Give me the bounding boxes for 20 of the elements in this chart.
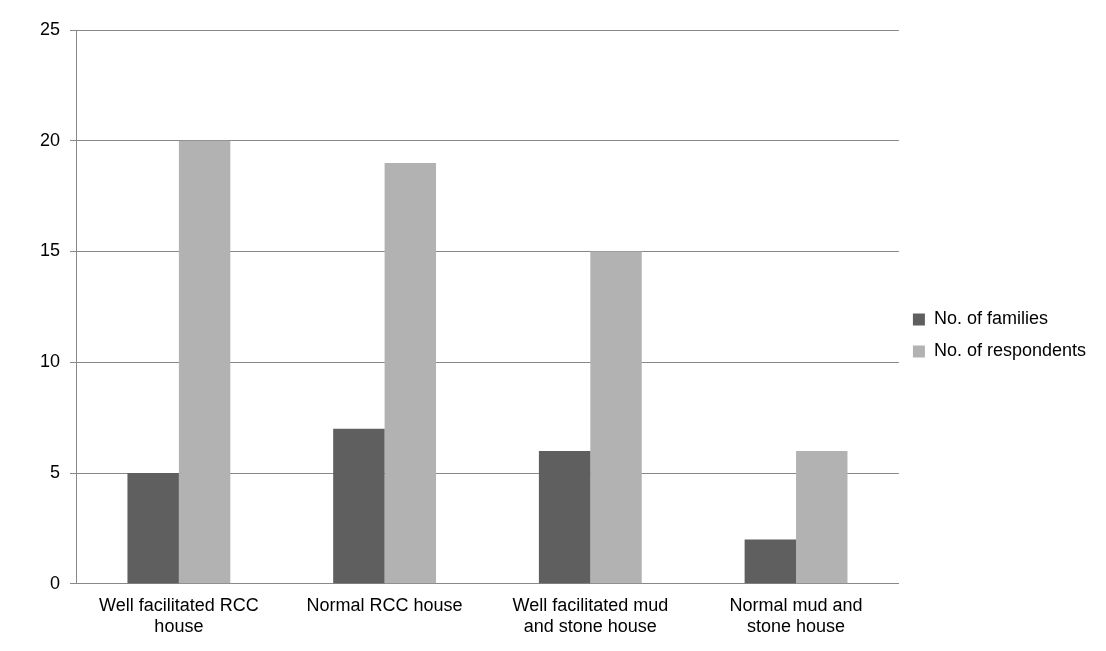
bar	[590, 251, 642, 584]
bar	[796, 450, 848, 584]
y-tick-label: 25	[39, 18, 61, 39]
x-tick-label: Normal RCC house	[306, 594, 463, 615]
legend-label: No. of families	[933, 308, 1048, 329]
y-tick-label: 0	[50, 572, 61, 593]
bar	[538, 450, 591, 584]
y-tick-label: 20	[39, 129, 61, 150]
y-tick-label: 5	[50, 462, 61, 483]
bar	[127, 473, 179, 584]
bar	[744, 539, 797, 584]
x-tick-label: Well facilitated mud and stone house	[512, 594, 669, 637]
bar	[384, 162, 437, 584]
x-tick-label: Well facilitated RCC house	[99, 594, 259, 637]
bar	[178, 140, 231, 584]
x-tick-label: Normal mud and stone house	[729, 594, 863, 637]
legend-label: No. of respondents	[933, 340, 1087, 361]
bar	[333, 428, 385, 584]
y-tick-label: 15	[39, 240, 61, 261]
y-tick-label: 10	[39, 351, 61, 372]
